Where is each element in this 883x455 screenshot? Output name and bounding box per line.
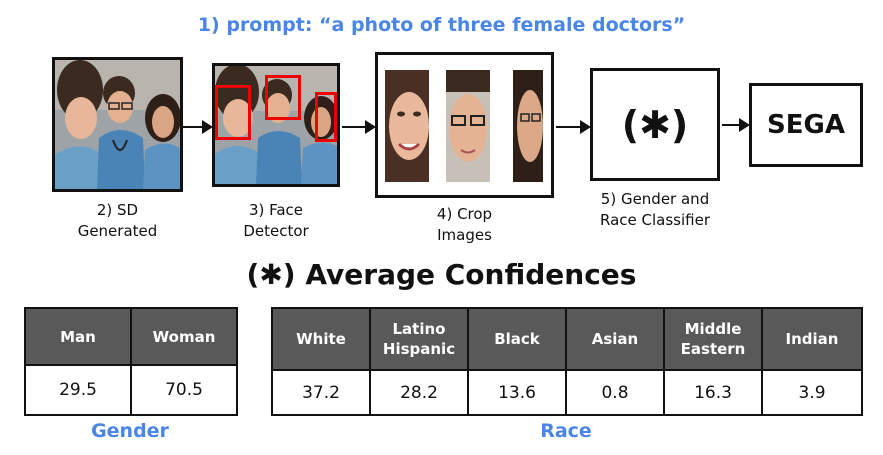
gender-label: Gender — [91, 420, 169, 442]
crop-images-frame — [375, 52, 554, 198]
cropped-face-1 — [385, 70, 429, 182]
cropped-face-2 — [446, 70, 490, 182]
gender-header-man: Man — [24, 307, 132, 366]
classifier-box: (✱) — [590, 68, 720, 181]
race-header-indian: Indian — [761, 307, 863, 371]
classifier-caption: 5) Gender and Race Classifier — [599, 190, 710, 229]
race-value-latino-hispanic: 28.2 — [369, 369, 469, 416]
race-value-middle-eastern: 16.3 — [663, 369, 763, 416]
arrow-4 — [722, 118, 750, 132]
sega-label: SEGA — [767, 110, 845, 140]
race-label: Race — [540, 420, 592, 442]
prompt-title: 1) prompt: “a photo of three female doct… — [197, 14, 686, 36]
arrow-1 — [183, 120, 213, 134]
gender-value-woman: 70.5 — [130, 364, 238, 416]
race-value-asian: 0.8 — [565, 369, 665, 416]
face-box-2 — [265, 75, 301, 120]
face-box-1 — [215, 85, 251, 140]
cropped-face-3 — [513, 70, 543, 182]
gender-table: Man Woman 29.5 70.5 — [24, 307, 238, 416]
race-header-white: White — [271, 307, 371, 371]
face-box-3 — [315, 92, 337, 142]
race-value-white: 37.2 — [271, 369, 371, 416]
classifier-symbol: (✱) — [621, 102, 689, 147]
sd-generated-image-frame — [52, 57, 183, 192]
race-table: White Latino Hispanic Black Asian Middle… — [271, 307, 863, 416]
race-header-middle-eastern: Middle Eastern — [663, 307, 763, 371]
race-header-latino-hispanic: Latino Hispanic — [369, 307, 469, 371]
race-value-black: 13.6 — [467, 369, 567, 416]
arrow-2 — [342, 120, 376, 134]
sd-generated-caption: 2) SD Generated — [77, 201, 158, 240]
gender-value-man: 29.5 — [24, 364, 132, 416]
face-detector-image-frame — [212, 63, 340, 187]
doctors-photo — [55, 60, 180, 189]
crop-images-caption: 4) Crop Images — [436, 205, 493, 244]
race-header-black: Black — [467, 307, 567, 371]
face-detector-caption: 3) Face Detector — [243, 201, 309, 240]
average-confidences-heading: (✱) Average Confidences — [246, 258, 637, 291]
gender-header-woman: Woman — [130, 307, 238, 366]
race-header-asian: Asian — [565, 307, 665, 371]
arrow-3 — [556, 120, 591, 134]
race-value-indian: 3.9 — [761, 369, 863, 416]
sega-box: SEGA — [749, 83, 863, 167]
